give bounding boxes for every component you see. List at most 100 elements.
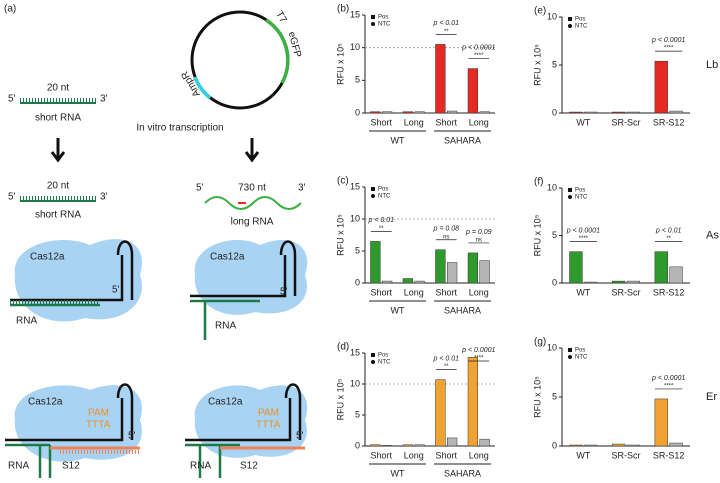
rna-label: long RNA <box>231 217 274 228</box>
y-tick-label: 10 <box>547 11 557 21</box>
y-tick-label: 5 <box>552 59 557 69</box>
rna-label: RNA <box>190 461 211 472</box>
y-tick-label: 10 <box>350 213 360 223</box>
y-axis-label: RFU x 10⁵ <box>532 376 542 418</box>
y-tick-label: 0 <box>355 277 360 287</box>
significance-stars: ** <box>666 236 671 242</box>
three-prime: 3' <box>100 94 108 105</box>
x-tick-label: SR-S12 <box>653 287 685 297</box>
x-tick-label: Short <box>435 287 457 297</box>
y-tick-label: 15 <box>350 9 360 19</box>
bar <box>435 379 446 447</box>
ivt-label: In vitro transcription <box>136 123 223 134</box>
y-tick-label: 0 <box>552 440 557 450</box>
bar <box>382 111 393 114</box>
x-tick-label: WT <box>576 287 590 297</box>
legend-marker <box>568 348 572 352</box>
legend-marker <box>371 15 375 19</box>
p-value: p < 0.01 <box>655 227 682 234</box>
bar <box>402 444 413 447</box>
legend-marker <box>568 355 572 359</box>
legend-label: NTC <box>378 22 391 28</box>
bar <box>447 110 458 114</box>
crrna <box>5 383 134 442</box>
bar <box>414 280 425 284</box>
pam-sequence: TTTA <box>86 420 111 431</box>
y-tick-label: 5 <box>355 245 360 255</box>
bar <box>611 280 626 284</box>
ampr-region <box>193 76 212 100</box>
y-axis-label: RFU x 10⁵ <box>335 214 345 256</box>
bar <box>611 443 626 447</box>
legend-label: NTC <box>378 194 391 200</box>
legend-marker <box>371 353 375 357</box>
panel-label: (b) <box>337 4 349 15</box>
bar <box>370 111 381 114</box>
side-label: As <box>706 229 719 241</box>
group-label: WT <box>391 135 405 145</box>
legend-marker <box>371 187 375 191</box>
x-tick-label: Short <box>435 450 457 460</box>
bar <box>654 398 668 447</box>
legend-label: Pos <box>378 353 388 359</box>
rna-label: RNA <box>16 316 37 327</box>
p-value: p < 0.01 <box>433 20 460 27</box>
significance-stars: ns <box>476 237 482 243</box>
p-value: p = 0.08 <box>433 226 460 233</box>
p-value: p < 0.01 <box>368 217 395 224</box>
significance-stars: ** <box>444 29 449 35</box>
y-axis-label: RFU x 10⁵ <box>335 43 345 85</box>
crrna <box>185 383 302 442</box>
x-tick-label: Short <box>370 450 392 460</box>
legend-marker <box>568 188 572 192</box>
significance-stars: **** <box>474 53 484 59</box>
bar <box>584 444 598 447</box>
arrow <box>244 138 260 163</box>
rna-strand <box>190 299 260 340</box>
y-axis-label: RFU x 10⁵ <box>532 214 542 256</box>
y-tick-label: 10 <box>350 378 360 388</box>
significance-stars: ** <box>379 226 384 232</box>
egfp-region <box>265 18 290 84</box>
bar <box>669 110 683 114</box>
x-tick-label: Long <box>469 117 489 127</box>
bar <box>435 249 446 284</box>
pam-label: PAM <box>258 408 279 419</box>
significance-stars: ** <box>444 364 449 370</box>
bar <box>414 111 425 114</box>
y-tick-label: 0 <box>355 440 360 450</box>
y-tick-label: 5 <box>355 75 360 85</box>
bar <box>467 357 478 447</box>
x-tick-label: SR-Scr <box>612 450 641 460</box>
significance-stars: **** <box>664 384 674 390</box>
panel-label: (a) <box>4 4 16 15</box>
y-axis-label: RFU x 10⁵ <box>335 378 345 420</box>
group-label: SAHARA <box>444 305 481 315</box>
bar <box>479 438 490 447</box>
rna-strand <box>185 443 240 478</box>
length-label: 20 nt <box>47 83 69 94</box>
bar <box>370 241 381 284</box>
side-label: Lb <box>706 59 718 71</box>
x-tick-label: SR-S12 <box>653 450 685 460</box>
bar <box>447 437 458 447</box>
p-value: p = 0.09 <box>465 229 492 236</box>
bar <box>654 251 668 284</box>
legend-marker <box>371 22 375 26</box>
three-prime: 3' <box>100 192 108 203</box>
legend-marker <box>568 195 572 199</box>
legend-label: Pos <box>575 188 585 194</box>
bar <box>382 445 393 447</box>
five-prime: 5' <box>112 285 120 296</box>
bar <box>479 260 490 284</box>
legend-marker <box>371 194 375 198</box>
bar <box>467 68 478 114</box>
y-tick-label: 15 <box>350 347 360 357</box>
p-value: p < 0.0001 <box>461 44 495 51</box>
legend-marker <box>568 24 572 28</box>
length-label: 20 nt <box>47 181 69 192</box>
rna-label: short RNA <box>35 113 81 124</box>
panel-label: (d) <box>337 342 349 353</box>
y-tick-label: 10 <box>547 342 557 352</box>
significance-stars: **** <box>579 236 589 242</box>
